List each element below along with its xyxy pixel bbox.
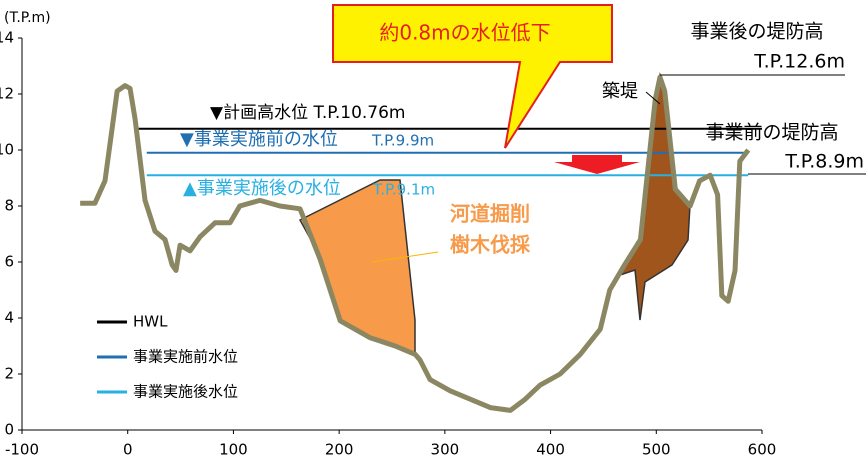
y-tick-label: 8 bbox=[4, 197, 14, 215]
annotation: 事業前の堤防高 bbox=[705, 122, 838, 144]
x-tick-label: 0 bbox=[123, 441, 133, 459]
annotation: 築堤 bbox=[602, 81, 638, 102]
legend-label: 事業実施後水位 bbox=[133, 383, 238, 401]
callout-box bbox=[332, 4, 613, 149]
y-tick-label: 4 bbox=[4, 309, 14, 327]
annotation: T.P.9.9m bbox=[371, 132, 434, 150]
leader-line bbox=[645, 91, 661, 105]
lowering-arrow bbox=[554, 155, 640, 174]
annotation: 事業後の堤防高 bbox=[690, 21, 823, 43]
y-axis-label: (T.P.m) bbox=[4, 10, 51, 26]
annotation: 河道掘削 bbox=[450, 202, 530, 226]
y-tick-label: 0 bbox=[4, 421, 14, 439]
ground-profile bbox=[80, 74, 751, 413]
x-tick-label: 500 bbox=[642, 441, 671, 459]
annotation: ▼計画高水位 T.P.10.76m bbox=[210, 103, 405, 123]
y-tick-label: 2 bbox=[4, 365, 14, 383]
x-tick-label: 100 bbox=[219, 441, 248, 459]
x-tick-label: 400 bbox=[536, 441, 565, 459]
x-tick-label: -100 bbox=[5, 441, 39, 459]
x-tick-label: 600 bbox=[748, 441, 777, 459]
y-tick-label: 6 bbox=[4, 253, 14, 271]
x-tick-label: 300 bbox=[431, 441, 460, 459]
leader-line bbox=[371, 251, 439, 263]
x-tick-label: 200 bbox=[325, 441, 354, 459]
annotation: 樹木伐採 bbox=[450, 233, 531, 257]
callout-text: 約0.8mの水位低下 bbox=[379, 21, 550, 45]
y-tick-label: 10 bbox=[0, 141, 14, 159]
legend-label: HWL bbox=[133, 313, 168, 331]
annotation: T.P.12.6m bbox=[753, 51, 845, 73]
y-tick-label: 14 bbox=[0, 29, 14, 47]
annotation: T.P.9.1m bbox=[372, 181, 435, 199]
plot-area: 0 2 4 6 8 10 12 14 -100 0 100 200 300 400 500 600 bbox=[0, 29, 776, 459]
annotation: ▲事業実施後の水位 bbox=[183, 178, 341, 199]
annotation: T.P.8.9m bbox=[784, 151, 864, 173]
legend-label: 事業実施前水位 bbox=[133, 348, 238, 366]
y-tick-label: 12 bbox=[0, 85, 14, 103]
annotation: ▼事業実施前の水位 bbox=[180, 129, 338, 150]
